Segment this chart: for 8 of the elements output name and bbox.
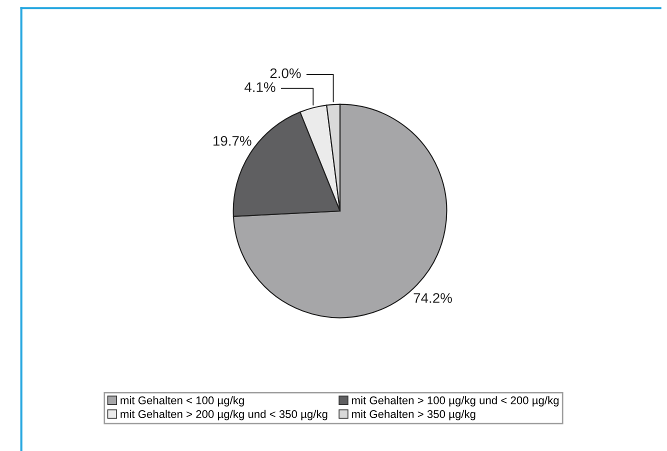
data-label: 2.0% bbox=[270, 68, 301, 78]
legend-label: mit Gehalten > 350 µg/kg bbox=[352, 410, 476, 420]
data-label: 4.1% bbox=[244, 82, 276, 92]
legend-label: mit Gehalten > 100 µg/kg und < 200 µg/kg bbox=[352, 396, 559, 406]
data-label: 74.2% bbox=[414, 293, 452, 303]
legend-label: mit Gehalten < 100 µg/kg bbox=[120, 396, 244, 406]
legend-label: mit Gehalten > 200 µg/kg und < 350 µg/kg bbox=[120, 410, 328, 420]
data-label: 19.7% bbox=[214, 136, 252, 146]
